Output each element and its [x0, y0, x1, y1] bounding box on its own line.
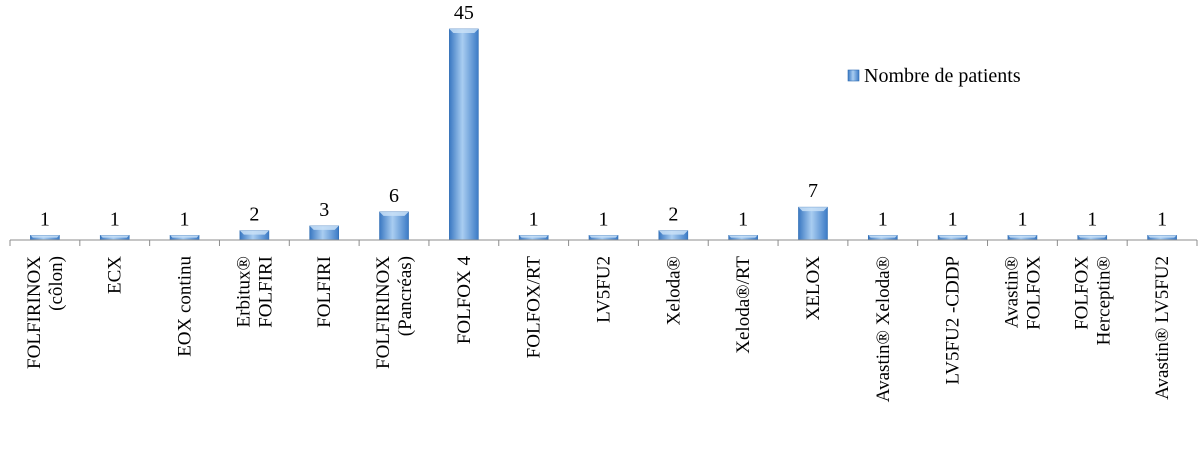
data-label: 1: [110, 208, 120, 230]
category-label-line: FOLFIRI: [255, 256, 276, 328]
category-label: ECX: [105, 256, 126, 294]
data-label: 3: [319, 199, 329, 221]
data-label: 1: [1017, 208, 1027, 230]
category-label-line: (côlon): [46, 256, 67, 311]
category-label-line: FOLFIRINOX: [373, 256, 394, 369]
data-label: 6: [389, 185, 399, 207]
bar-bevel: [589, 235, 618, 238]
data-label: 45: [454, 2, 474, 24]
data-label: 7: [808, 180, 818, 202]
category-label: FOLFOX/RT: [524, 256, 545, 359]
bar-bevel: [658, 230, 688, 235]
data-label: 1: [180, 208, 190, 230]
category-label: LV5FU2: [594, 256, 615, 323]
category-label: LV5FU2 -CDDP: [943, 256, 964, 385]
bar-bevel: [30, 235, 60, 238]
category-label: FOLFOXHerceptin®: [1071, 256, 1114, 346]
bar-bevel: [379, 211, 409, 216]
category-label: Xeloda®/RT: [733, 256, 754, 354]
bar-bevel: [519, 235, 549, 238]
category-label: Xeloda®: [663, 256, 684, 325]
category-label-line: FOLFOX 4: [454, 256, 475, 345]
category-label-line: Avastin® LV5FU2: [1152, 256, 1173, 400]
category-label: Avastin® LV5FU2: [1152, 256, 1173, 400]
category-label-line: ECX: [105, 256, 126, 294]
bar-bevel: [309, 225, 339, 230]
bar-bevel: [938, 235, 968, 238]
category-label-line: Herceptin®: [1093, 256, 1114, 345]
bar-bevel: [728, 235, 758, 238]
legend-swatch: [847, 69, 860, 82]
bar-bevel: [239, 230, 269, 235]
bar: [798, 206, 828, 241]
data-label: 1: [1087, 208, 1097, 230]
category-label-line: FOLFOX/RT: [524, 256, 545, 359]
bar-bevel: [798, 207, 828, 212]
category-label: FOLFIRI: [314, 256, 335, 328]
category-label-line: Xeloda®: [663, 256, 684, 325]
category-label-line: Avastin®: [1001, 256, 1022, 328]
category-label-line: FOLFIRI: [314, 256, 335, 328]
bar-bevel: [449, 29, 479, 33]
bar-bevel: [1147, 235, 1177, 238]
category-label-line: FOLFOX: [1071, 256, 1092, 330]
bar-bevel: [1077, 235, 1107, 238]
category-label: Erbitux®FOLFIRI: [233, 256, 276, 328]
legend-label: Nombre de patients: [864, 65, 1021, 87]
category-label-line: LV5FU2: [594, 256, 615, 323]
data-label: 1: [1157, 208, 1167, 230]
bars-group: [30, 28, 1177, 241]
category-label: FOLFIRINOX(Pancréas): [373, 256, 416, 369]
data-labels: 1 1 1 2 3 6 45 1 1 2 1 7 1 1 1 1 1: [40, 2, 1167, 230]
category-label-line: FOLFOX: [1023, 256, 1044, 330]
bar: [379, 211, 409, 241]
category-label-line: EOX continu: [175, 256, 196, 357]
category-label: XELOX: [803, 256, 824, 321]
data-label: 1: [529, 208, 539, 230]
category-label-line: FOLFIRINOX: [24, 256, 45, 369]
bar-bevel: [170, 235, 200, 238]
data-label: 1: [40, 208, 50, 230]
x-axis-ticks: [9, 240, 1198, 246]
category-label: Avastin® Xeloda®: [873, 256, 894, 402]
category-label: Avastin®FOLFOX: [1001, 256, 1044, 330]
category-label: FOLFIRINOX(côlon): [24, 256, 67, 369]
category-label: FOLFOX 4: [454, 256, 475, 345]
data-label: 1: [948, 208, 958, 230]
category-label: EOX continu: [175, 256, 196, 357]
category-labels: FOLFIRINOX(côlon) ECX EOX continu Erbitux®F…: [24, 256, 1173, 403]
category-label-line: Xeloda®/RT: [733, 256, 754, 354]
data-label: 1: [738, 208, 748, 230]
data-label: 2: [668, 204, 678, 226]
bar-bevel: [100, 235, 130, 238]
category-label-line: (Pancréas): [395, 256, 416, 336]
category-label-line: Erbitux®: [233, 256, 254, 327]
bar-bevel: [868, 235, 898, 238]
data-label: 2: [249, 204, 259, 226]
data-label: 1: [599, 208, 609, 230]
data-label: 1: [878, 208, 888, 230]
bar: [449, 28, 479, 241]
bar-bevel: [1007, 235, 1037, 238]
legend: Nombre de patients: [847, 65, 1021, 87]
category-label-line: LV5FU2 -CDDP: [943, 256, 964, 385]
category-label-line: Avastin® Xeloda®: [873, 256, 894, 402]
category-label-line: XELOX: [803, 256, 824, 321]
